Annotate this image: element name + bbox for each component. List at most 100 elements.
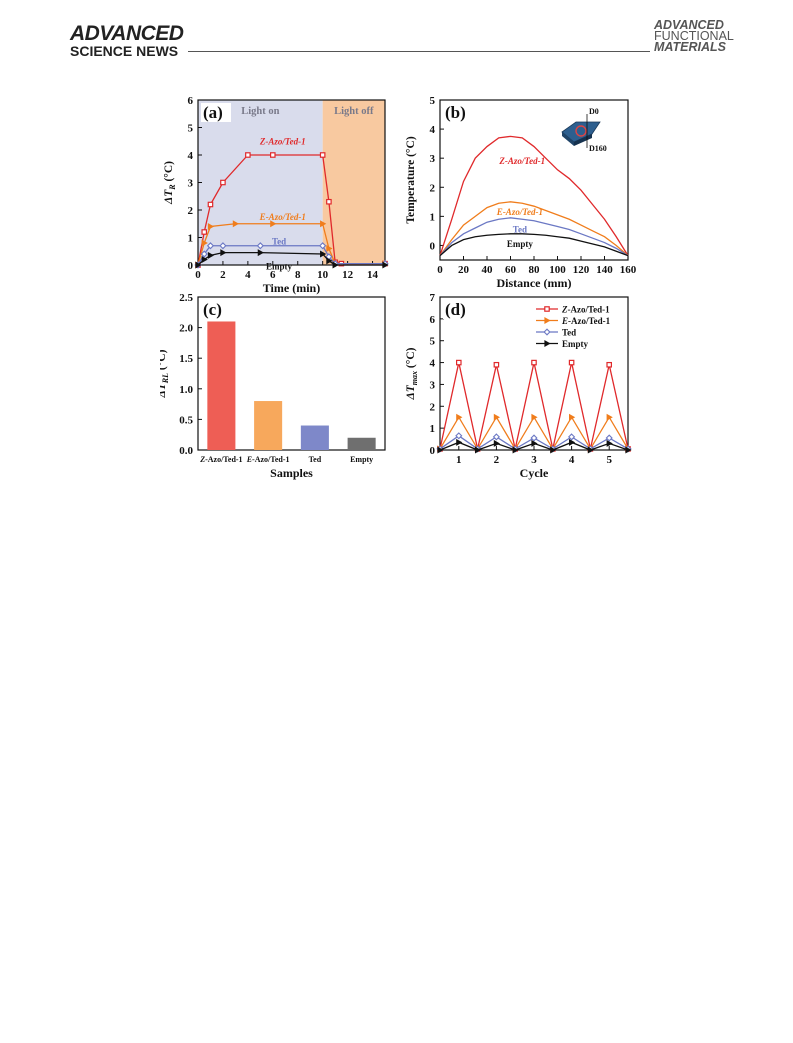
y-tick-label: 4 — [188, 150, 194, 162]
region-label: Light on — [241, 106, 279, 117]
y-tick-label: 3 — [430, 379, 436, 391]
x-tick-label: 140 — [596, 264, 613, 276]
series-label: Ted — [272, 237, 286, 247]
panel-label: (d) — [445, 300, 466, 319]
data-point — [568, 433, 576, 441]
data-point — [332, 261, 339, 269]
y-tick-label: 2 — [430, 401, 436, 413]
panel-label: (b) — [445, 103, 466, 122]
data-point — [220, 249, 227, 257]
x-tick-label: 80 — [529, 264, 541, 276]
bar — [347, 437, 376, 450]
legend-entry: Z-Azo/Ted-1 — [561, 305, 610, 315]
data-point — [257, 249, 264, 257]
legend-entry: Empty — [562, 339, 589, 349]
data-point — [201, 239, 208, 247]
data-point — [512, 446, 519, 454]
y-tick-label: 3 — [430, 153, 436, 165]
data-point — [493, 439, 501, 447]
inset-block-side — [562, 132, 574, 146]
x-tick-label: 8 — [295, 269, 301, 281]
data-point — [220, 179, 226, 186]
data-point — [201, 229, 208, 235]
data-point — [232, 220, 240, 228]
y-axis-label: ΔTR (°C) — [163, 161, 177, 205]
data-point — [606, 439, 613, 447]
data-point — [455, 432, 463, 440]
y-tick-label: 0 — [188, 260, 194, 272]
data-point — [456, 438, 463, 446]
series-line — [439, 233, 629, 257]
x-tick-label: 0 — [195, 269, 201, 281]
y-tick-label: 2.0 — [179, 323, 193, 335]
header-rule — [188, 51, 650, 52]
shaded-region — [322, 100, 385, 265]
x-tick-label: 12 — [342, 269, 354, 281]
journal-right-advanced: ADVANCED — [654, 18, 724, 32]
series-label: Z-Azo/Ted-1 — [259, 136, 306, 146]
y-tick-label: 4 — [430, 358, 436, 370]
data-point — [219, 242, 227, 250]
x-tick-label: 3 — [531, 454, 537, 466]
data-point — [320, 220, 327, 228]
series-label: E-Azo/Ted-1 — [496, 207, 543, 217]
y-axis-label-text: Temperature (°C) — [405, 136, 417, 223]
data-point — [319, 152, 326, 158]
panel-label-bg — [443, 103, 473, 122]
inset-label-d0: D0 — [589, 107, 599, 116]
x-tick-label: 0 — [437, 264, 443, 276]
data-point — [326, 257, 333, 265]
plot-frame — [439, 99, 629, 261]
panel-label-bg — [201, 103, 231, 122]
data-point — [437, 446, 444, 454]
series-line — [439, 135, 629, 256]
inset-block-front — [574, 134, 592, 146]
data-point — [270, 220, 277, 228]
chart-panel-c: 0.0 0.5 1.0 1.5 2.0 2.5 Z-Azo/Ted-1 E-Azo/Ted-1… — [160, 292, 386, 480]
x-axis-label: Time (min) — [263, 281, 320, 295]
y-axis-label: ΔTmax (°C) — [405, 347, 419, 400]
x-tick-label: 6 — [270, 269, 276, 281]
x-tick-label: 60 — [505, 264, 517, 276]
data-point — [605, 434, 613, 442]
data-point — [531, 413, 538, 421]
y-tick-label: 7 — [430, 292, 436, 304]
data-point — [531, 359, 537, 366]
journal-logo-right: ADVANCED FUNCTIONAL MATERIALS — [654, 18, 734, 54]
panel-label-bg — [443, 300, 473, 319]
data-point — [625, 446, 632, 454]
data-point — [587, 446, 595, 454]
data-point — [207, 223, 215, 230]
y-tick-label: 1.5 — [179, 353, 193, 365]
data-point — [201, 256, 208, 263]
series-label: Ted — [513, 224, 527, 234]
plot-frame — [197, 296, 386, 451]
y-tick-label: 1.0 — [179, 384, 193, 396]
journal-name-advanced: ADVANCED — [70, 22, 184, 45]
data-point — [544, 340, 551, 347]
y-axis-label-text: ΔTmax (°C) — [405, 347, 419, 400]
y-tick-label: 1 — [430, 211, 436, 223]
x-tick-label: 1 — [456, 454, 462, 466]
x-axis-label: Cycle — [520, 466, 549, 480]
x-tick-label: 120 — [573, 264, 590, 276]
data-point — [382, 261, 389, 269]
legend-entry: Ted — [562, 328, 576, 338]
data-point — [326, 198, 332, 205]
y-tick-label: 2 — [430, 182, 436, 194]
inset-illustration: D0 D160 — [561, 107, 607, 153]
y-tick-label: 6 — [430, 314, 436, 326]
x-tick-label: Z-Azo/Ted-1 — [199, 455, 242, 464]
x-tick-label: 100 — [549, 264, 566, 276]
shaded-region — [198, 100, 323, 265]
y-axis-label: Temperature (°C) — [405, 136, 417, 223]
journal-right-materials: MATERIALS — [654, 40, 726, 54]
data-point — [195, 261, 202, 269]
data-point — [568, 359, 575, 366]
data-point — [456, 413, 463, 421]
data-point — [492, 433, 500, 441]
series-label: Empty — [507, 239, 534, 249]
